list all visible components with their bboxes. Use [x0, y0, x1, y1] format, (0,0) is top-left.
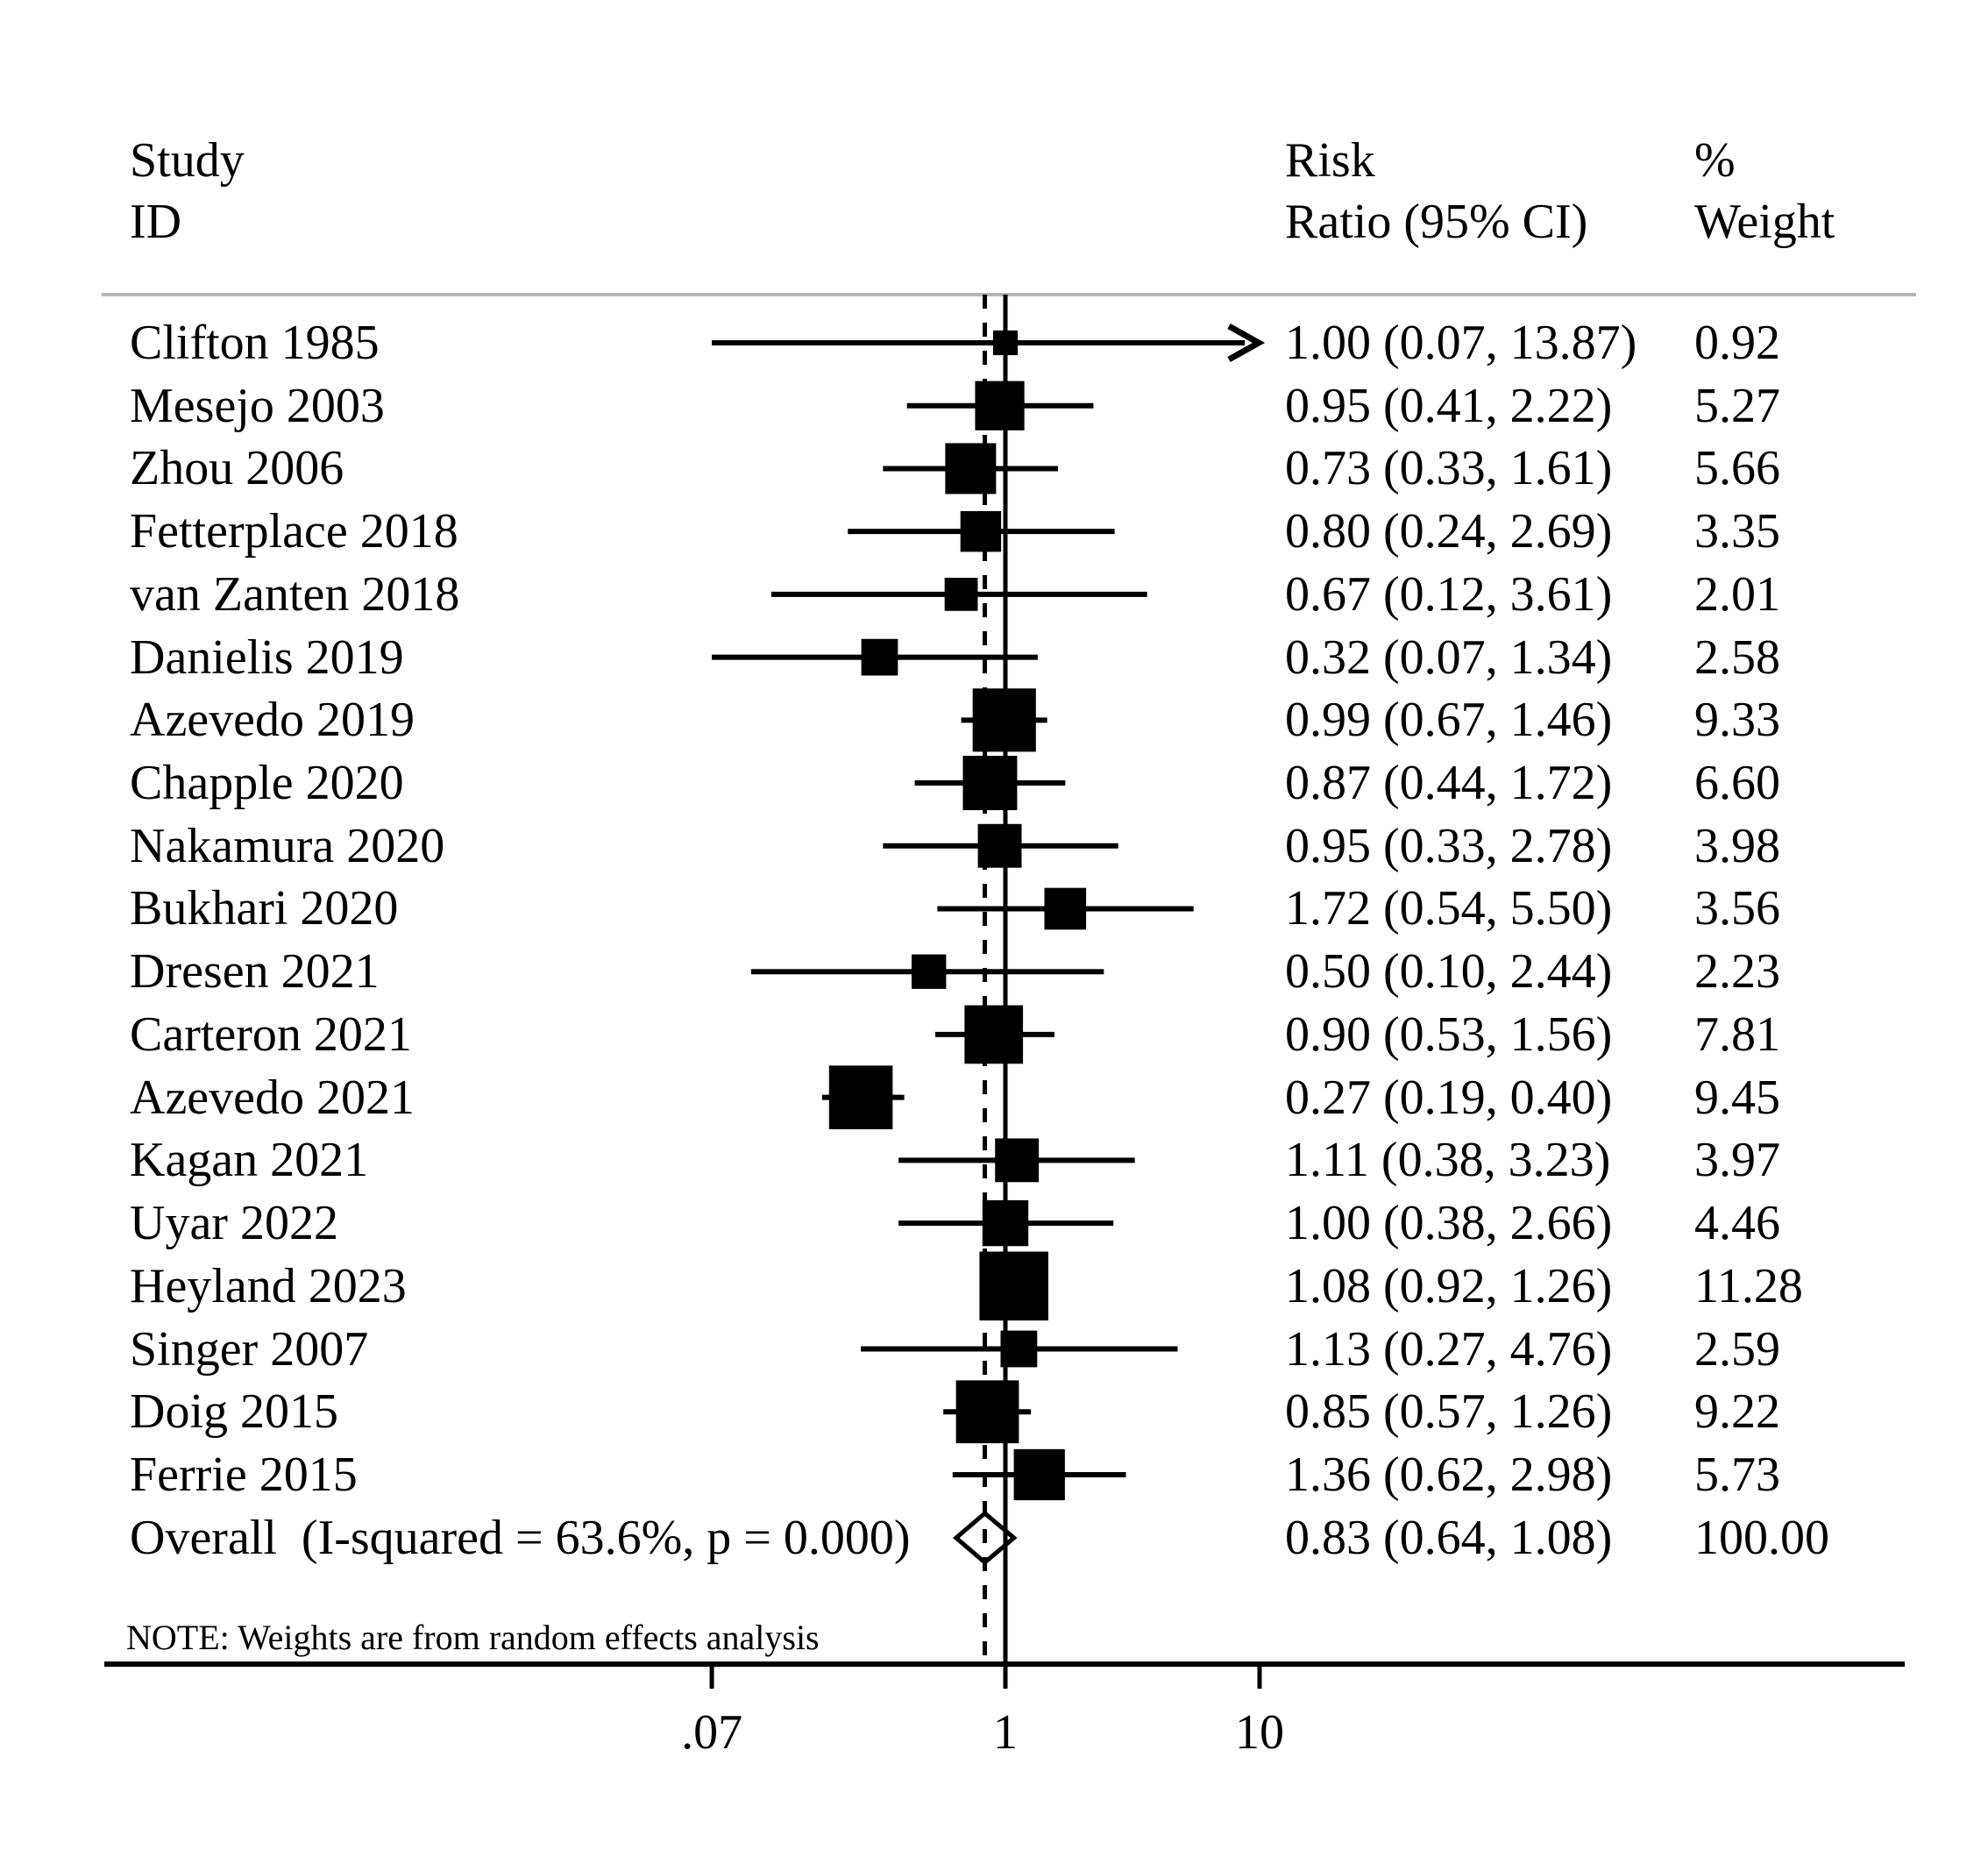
weight-box [1013, 1448, 1065, 1501]
rr-ci-value: 0.73 (0.33, 1.61) [1285, 441, 1613, 496]
study-label: Danielis 2019 [130, 630, 404, 685]
weight-box [992, 330, 1019, 356]
rr-ci-value: 0.90 (0.53, 1.56) [1285, 1007, 1613, 1062]
x-axis-tick-label: 1 [993, 1705, 1018, 1760]
study-label: Azevedo 2021 [130, 1070, 415, 1125]
weight-value: 7.81 [1694, 1007, 1780, 1062]
weight-box [982, 1199, 1029, 1247]
weight-box [912, 954, 947, 989]
random-effects-note: NOTE: Weights are from random effects an… [126, 1618, 820, 1657]
rr-ci-value: 0.95 (0.33, 2.78) [1285, 818, 1613, 873]
weight-box [979, 1251, 1048, 1321]
weight-box [962, 756, 1018, 811]
weight-value: 9.22 [1694, 1384, 1780, 1440]
weight-box [861, 638, 898, 676]
weight-box [945, 443, 997, 494]
rr-ci-value: 1.08 (0.92, 1.26) [1285, 1258, 1613, 1313]
weight-value: 2.01 [1694, 566, 1780, 622]
overall-weight-value: 100.00 [1694, 1511, 1829, 1565]
rr-col-header-line1: Risk [1285, 133, 1375, 188]
study-label: Dresen 2021 [130, 944, 380, 1000]
rr-ci-value: 0.99 (0.67, 1.46) [1285, 693, 1613, 748]
rr-ci-value: 0.95 (0.41, 2.22) [1285, 378, 1613, 433]
rr-ci-value: 0.67 (0.12, 3.61) [1285, 566, 1613, 622]
weight-value: 3.97 [1694, 1133, 1780, 1188]
study-label: Mesejo 2003 [130, 378, 385, 433]
rr-ci-value: 0.50 (0.10, 2.44) [1285, 944, 1613, 1000]
overall-diamond [952, 1510, 1018, 1566]
ci-arrow-right [1227, 323, 1266, 363]
weight-col-header-line2: Weight [1694, 195, 1835, 249]
weight-box [995, 1138, 1040, 1183]
weight-box [960, 510, 1002, 552]
rr-ci-value: 1.36 (0.62, 2.98) [1285, 1447, 1613, 1502]
rr-ci-value: 0.87 (0.44, 1.72) [1285, 756, 1613, 811]
study-label: Nakamura 2020 [130, 818, 445, 873]
weight-value: 9.33 [1694, 693, 1780, 748]
study-label: Azevedo 2019 [130, 693, 415, 748]
weight-value: 6.60 [1694, 756, 1780, 811]
study-label: Heyland 2023 [130, 1258, 407, 1313]
weight-value: 2.23 [1694, 944, 1780, 1000]
weight-box [944, 577, 978, 611]
weight-value: 2.59 [1694, 1321, 1780, 1377]
weight-box [977, 823, 1022, 868]
weight-value: 5.73 [1694, 1447, 1780, 1502]
weight-box [828, 1065, 893, 1129]
weight-value: 0.92 [1694, 316, 1780, 370]
overall-label: Overall (I-squared = 63.6%, p = 0.000) [130, 1511, 911, 1565]
weight-box [972, 688, 1036, 752]
weight-box [1044, 887, 1087, 930]
rr-ci-value: 0.32 (0.07, 1.34) [1285, 630, 1613, 685]
rr-col-header-line2: Ratio (95% CI) [1285, 195, 1588, 249]
weight-value: 2.58 [1694, 630, 1780, 685]
weight-value: 9.45 [1694, 1070, 1780, 1125]
weight-value: 5.27 [1694, 378, 1780, 433]
rr-ci-value: 1.13 (0.27, 4.76) [1285, 1321, 1613, 1377]
study-label: Singer 2007 [130, 1321, 369, 1377]
weight-box [955, 1380, 1019, 1444]
study-label: Clifton 1985 [130, 316, 380, 370]
weight-value: 3.98 [1694, 818, 1780, 873]
rr-ci-value: 1.11 (0.38, 3.23) [1285, 1133, 1611, 1188]
weight-value: 11.28 [1694, 1258, 1803, 1313]
study-label: Zhou 2006 [130, 441, 344, 496]
weight-box [964, 1005, 1024, 1064]
study-label: Kagan 2021 [130, 1133, 369, 1188]
study-label: Bukhari 2020 [130, 881, 399, 936]
weight-box [975, 381, 1025, 430]
weight-col-header-line1: % [1694, 133, 1736, 188]
study-col-header-line2: ID [130, 195, 182, 249]
study-label: Uyar 2022 [130, 1196, 338, 1251]
rr-ci-value: 0.27 (0.19, 0.40) [1285, 1070, 1613, 1125]
x-axis-tick-label: 10 [1235, 1705, 1284, 1760]
rr-ci-value: 1.00 (0.07, 13.87) [1285, 316, 1637, 370]
study-label: Carteron 2021 [130, 1007, 412, 1062]
rr-ci-value: 0.80 (0.24, 2.69) [1285, 504, 1613, 559]
study-label: Doig 2015 [130, 1384, 338, 1440]
study-label: van Zanten 2018 [130, 566, 460, 622]
study-label: Fetterplace 2018 [130, 504, 458, 559]
rr-ci-value: 1.72 (0.54, 5.50) [1285, 881, 1613, 936]
weight-value: 4.46 [1694, 1196, 1780, 1251]
weight-box [1000, 1330, 1038, 1368]
overall-rr-ci-value: 0.83 (0.64, 1.08) [1285, 1511, 1613, 1565]
study-label: Chapple 2020 [130, 756, 404, 811]
weight-value: 3.56 [1694, 881, 1780, 936]
weight-value: 5.66 [1694, 441, 1780, 496]
x-axis-tick-label: .07 [681, 1705, 743, 1760]
study-col-header-line1: Study [130, 133, 245, 188]
weight-value: 3.35 [1694, 504, 1780, 559]
rr-ci-value: 1.00 (0.38, 2.66) [1285, 1196, 1613, 1251]
study-label: Ferrie 2015 [130, 1447, 358, 1502]
rr-ci-value: 0.85 (0.57, 1.26) [1285, 1384, 1613, 1440]
